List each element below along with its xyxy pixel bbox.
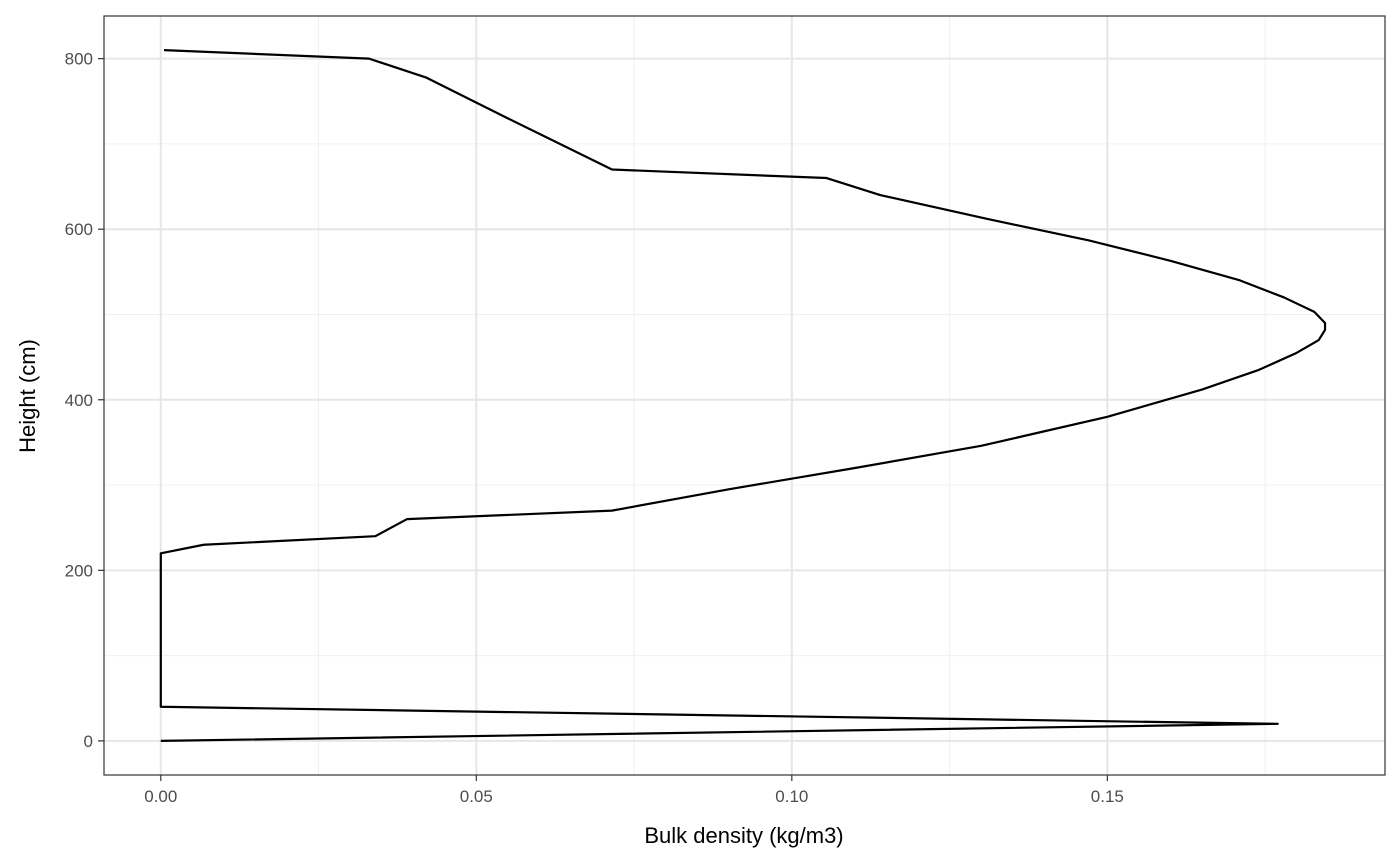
x-tick-label: 0.00 — [144, 787, 177, 806]
y-tick-label: 400 — [65, 391, 93, 410]
plot-panel — [104, 16, 1385, 775]
y-axis-title: Height (cm) — [15, 339, 40, 453]
x-axis: 0.00 0.05 0.10 0.15 — [144, 775, 1124, 806]
series-layer — [159, 49, 1327, 742]
y-tick-label: 200 — [65, 561, 93, 580]
y-tick-label: 600 — [65, 220, 93, 239]
density-profile-line — [159, 49, 1327, 742]
x-tick-label: 0.10 — [775, 787, 808, 806]
plot-area — [103, 15, 1386, 776]
x-axis-title: Bulk density (kg/m3) — [644, 823, 843, 848]
y-tick-label: 800 — [65, 50, 93, 69]
x-tick-label: 0.15 — [1091, 787, 1124, 806]
y-tick-label: 0 — [84, 732, 93, 751]
major-gridlines — [104, 16, 1385, 775]
plot-border — [103, 15, 1386, 776]
y-axis: 0 200 400 600 800 — [65, 50, 104, 751]
x-tick-label: 0.05 — [460, 787, 493, 806]
minor-gridlines — [104, 16, 1385, 775]
